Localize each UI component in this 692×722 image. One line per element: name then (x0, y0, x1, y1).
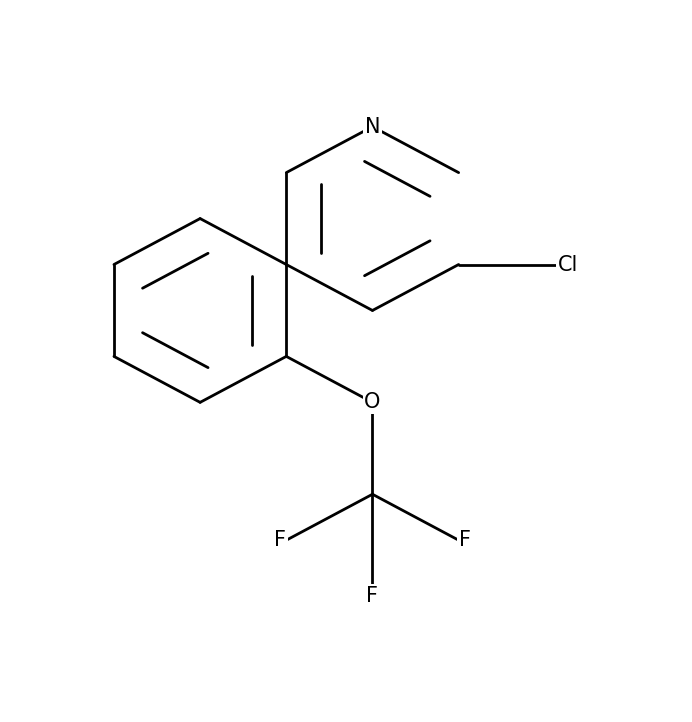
Text: Cl: Cl (558, 255, 579, 274)
Text: F: F (274, 530, 286, 550)
Text: F: F (367, 586, 379, 606)
Text: F: F (459, 530, 471, 550)
Text: O: O (364, 392, 381, 412)
Text: N: N (365, 117, 380, 136)
